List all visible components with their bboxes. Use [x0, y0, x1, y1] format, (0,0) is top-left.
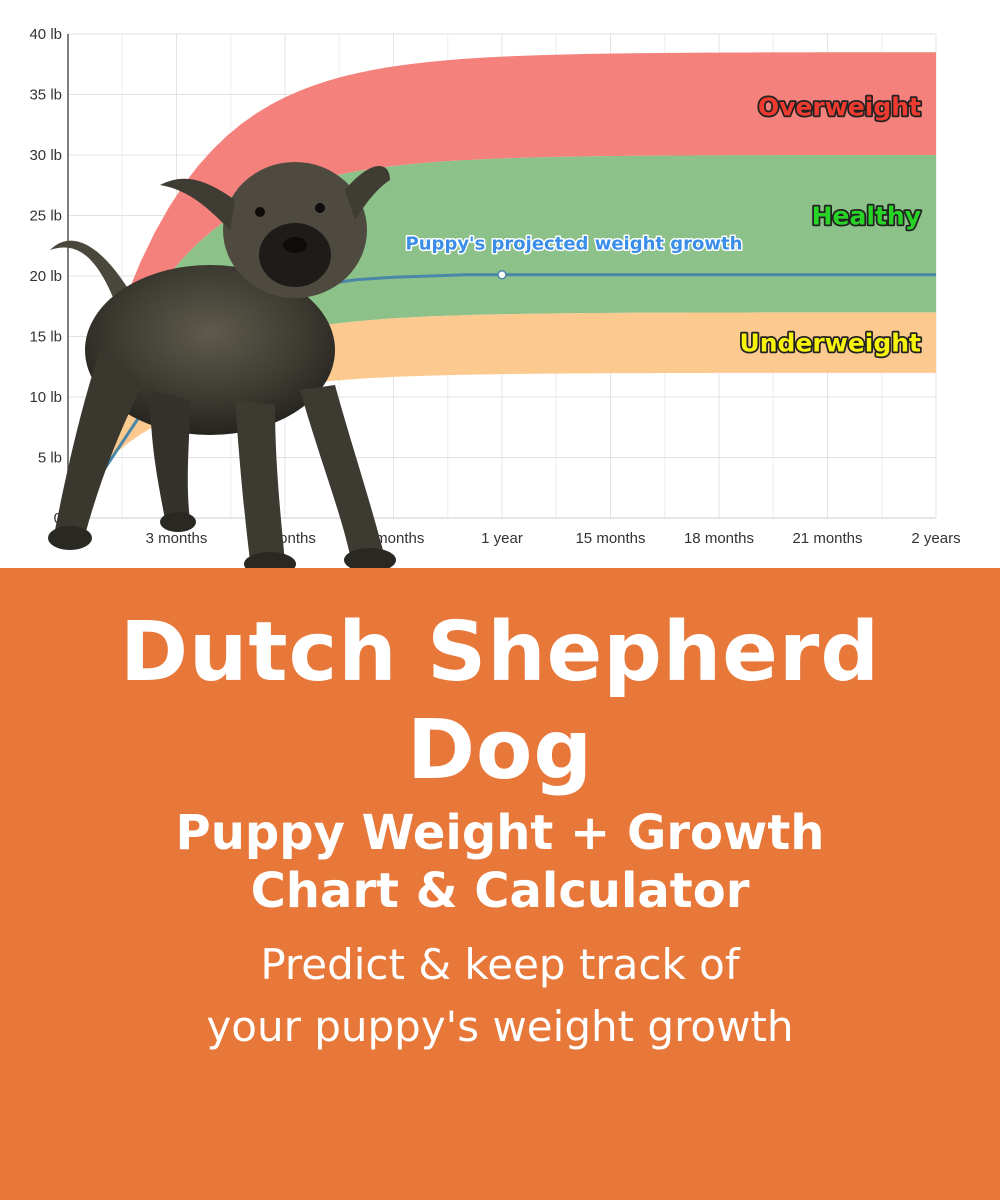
zone-label-underweight: Underweight — [739, 329, 921, 358]
subtitle-line-1: Puppy Weight + Growth — [175, 805, 825, 861]
x-tick-label: 3 months — [146, 530, 208, 547]
title-line-2: Dog — [406, 703, 594, 798]
tagline-line-1: Predict & keep track of — [260, 940, 740, 989]
title-banner: Dutch Shepherd Dog Puppy Weight + Growth… — [0, 568, 1000, 1200]
y-tick-label: 15 lb — [29, 329, 62, 346]
zone-label-overweight: Overweight — [758, 93, 921, 122]
y-tick-label: 30 lb — [29, 147, 62, 164]
tagline-line-2: your puppy's weight growth — [206, 1002, 794, 1051]
title-line-1: Dutch Shepherd — [119, 605, 881, 700]
y-tick-label: 20 lb — [29, 268, 62, 285]
subtitle-line-2: Chart & Calculator — [250, 863, 750, 919]
x-tick-label: 1 year — [481, 530, 523, 547]
x-tick-label: 18 months — [684, 530, 754, 547]
x-tick-label: 2 years — [911, 530, 960, 547]
projected-weight-label: Puppy's projected weight growth — [406, 233, 743, 254]
y-tick-label: 5 lb — [38, 450, 62, 467]
x-tick-label: 15 months — [575, 530, 645, 547]
y-tick-label: 25 lb — [29, 208, 62, 225]
x-tick-label: 21 months — [792, 530, 862, 547]
y-tick-label: 10 lb — [29, 389, 62, 406]
tagline: Predict & keep track of your puppy's wei… — [0, 934, 1000, 1058]
subtitle: Puppy Weight + Growth Chart & Calculator — [0, 804, 1000, 920]
y-tick-label: 40 lb — [29, 26, 62, 43]
y-tick-label: 35 lb — [29, 87, 62, 104]
projected-weight-marker — [497, 270, 507, 280]
puppy-photo — [48, 162, 396, 576]
zone-label-healthy: Healthy — [812, 202, 921, 231]
page-title: Dutch Shepherd Dog — [0, 568, 1000, 800]
